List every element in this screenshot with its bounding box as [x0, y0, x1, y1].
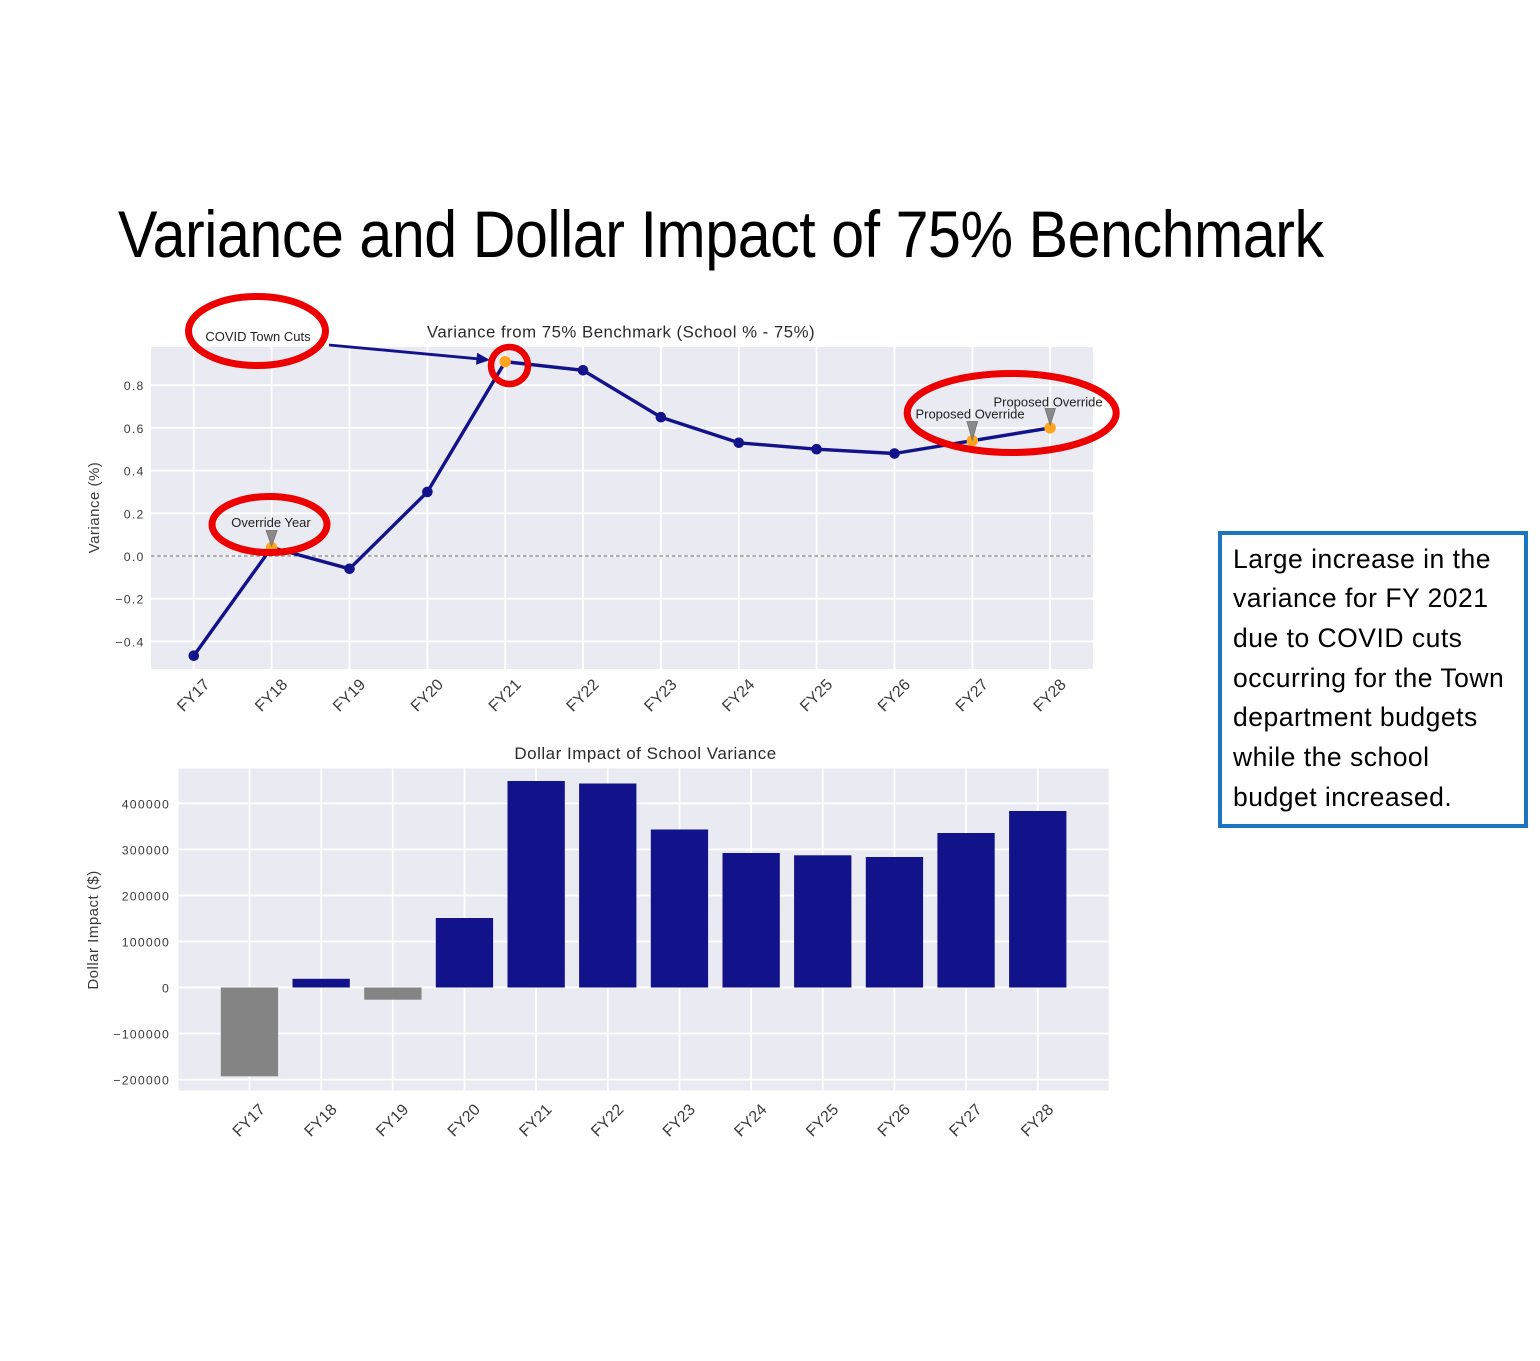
svg-text:0: 0	[162, 982, 170, 996]
svg-text:FY17: FY17	[230, 1101, 269, 1140]
svg-text:FY23: FY23	[660, 1101, 699, 1140]
svg-text:0.2: 0.2	[124, 507, 145, 521]
svg-text:Dollar Impact of School Varian: Dollar Impact of School Variance	[514, 744, 776, 763]
svg-text:Proposed Override: Proposed Override	[915, 407, 1024, 422]
svg-text:FY17: FY17	[174, 676, 213, 715]
svg-text:FY20: FY20	[445, 1101, 484, 1140]
svg-text:Dollar Impact ($): Dollar Impact ($)	[85, 870, 102, 989]
svg-text:FY26: FY26	[875, 676, 914, 715]
svg-text:0.6: 0.6	[124, 422, 145, 436]
svg-text:0.0: 0.0	[124, 550, 145, 564]
svg-text:FY21: FY21	[486, 676, 525, 715]
svg-text:FY28: FY28	[1018, 1101, 1057, 1140]
svg-text:FY18: FY18	[302, 1101, 341, 1140]
svg-text:−200000: −200000	[113, 1074, 170, 1088]
svg-text:FY24: FY24	[719, 676, 758, 715]
svg-text:FY19: FY19	[373, 1101, 412, 1140]
svg-text:FY27: FY27	[946, 1101, 985, 1140]
svg-text:−0.2: −0.2	[115, 593, 144, 607]
svg-text:Proposed Override: Proposed Override	[993, 395, 1102, 410]
svg-text:Variance from 75% Benchmark (S: Variance from 75% Benchmark (School % - …	[427, 322, 815, 341]
svg-text:300000: 300000	[122, 843, 170, 857]
svg-text:FY28: FY28	[1031, 676, 1070, 715]
svg-text:Variance (%): Variance (%)	[86, 462, 103, 554]
svg-text:−100000: −100000	[113, 1028, 170, 1042]
svg-text:FY27: FY27	[953, 676, 992, 715]
svg-text:FY24: FY24	[731, 1101, 770, 1140]
svg-text:FY19: FY19	[330, 676, 369, 715]
svg-text:100000: 100000	[122, 936, 170, 950]
svg-text:COVID Town Cuts: COVID Town Cuts	[205, 329, 311, 344]
svg-text:FY25: FY25	[797, 676, 836, 715]
svg-text:FY18: FY18	[252, 676, 291, 715]
svg-text:0.8: 0.8	[124, 379, 145, 393]
svg-text:FY25: FY25	[803, 1101, 842, 1140]
svg-text:FY20: FY20	[408, 676, 447, 715]
svg-text:200000: 200000	[122, 889, 170, 903]
svg-text:0.4: 0.4	[124, 465, 145, 479]
svg-text:FY23: FY23	[641, 676, 680, 715]
svg-text:FY22: FY22	[564, 676, 603, 715]
svg-text:FY22: FY22	[588, 1101, 627, 1140]
svg-text:−0.4: −0.4	[115, 635, 144, 649]
svg-text:FY26: FY26	[875, 1101, 914, 1140]
svg-text:Override Year: Override Year	[231, 515, 311, 530]
svg-text:FY21: FY21	[516, 1101, 555, 1140]
svg-text:400000: 400000	[122, 797, 170, 811]
